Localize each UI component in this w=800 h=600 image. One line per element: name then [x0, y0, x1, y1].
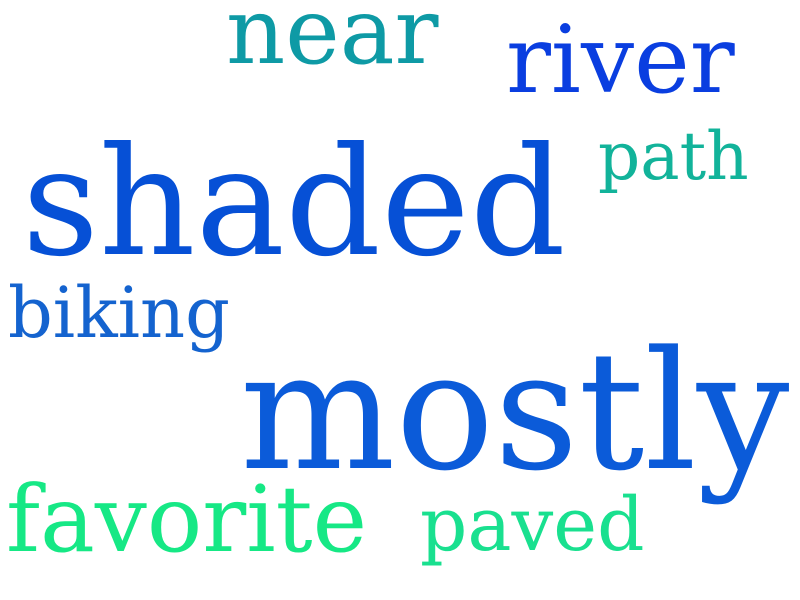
word-biking: biking: [8, 272, 230, 354]
word-paved: paved: [420, 482, 645, 568]
word-river: river: [506, 6, 735, 115]
word-near: near: [226, 0, 439, 85]
word-shaded: shaded: [22, 116, 566, 290]
word-mostly: mostly: [240, 316, 790, 507]
word-path: path: [598, 118, 749, 195]
word-favorite: favorite: [6, 466, 368, 573]
